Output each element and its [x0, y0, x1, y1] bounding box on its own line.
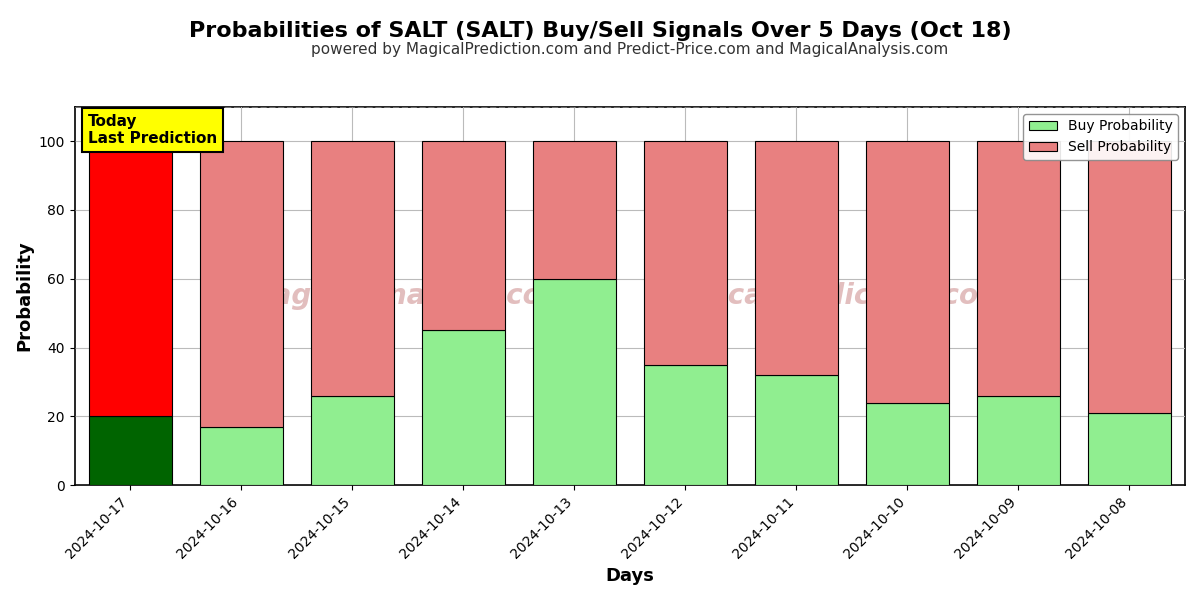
Text: Probabilities of SALT (SALT) Buy/Sell Signals Over 5 Days (Oct 18): Probabilities of SALT (SALT) Buy/Sell Si…: [188, 21, 1012, 41]
Text: MagicalPrediction.com: MagicalPrediction.com: [652, 282, 1007, 310]
Bar: [755, 141, 838, 375]
Bar: [199, 427, 283, 485]
Text: MagicalAnalysis.com: MagicalAnalysis.com: [245, 282, 570, 310]
Bar: [533, 279, 616, 485]
Bar: [865, 141, 949, 403]
Bar: [865, 403, 949, 485]
Y-axis label: Probability: Probability: [16, 241, 34, 352]
Bar: [755, 375, 838, 485]
Bar: [421, 141, 505, 331]
Bar: [533, 141, 616, 279]
Title: powered by MagicalPrediction.com and Predict-Price.com and MagicalAnalysis.com: powered by MagicalPrediction.com and Pre…: [311, 42, 948, 57]
Bar: [421, 331, 505, 485]
X-axis label: Days: Days: [605, 567, 654, 585]
Bar: [977, 396, 1060, 485]
Bar: [89, 416, 172, 485]
Text: Today
Last Prediction: Today Last Prediction: [88, 113, 217, 146]
Bar: [1088, 141, 1171, 413]
Bar: [89, 141, 172, 416]
Bar: [199, 141, 283, 427]
Bar: [977, 141, 1060, 396]
Bar: [311, 396, 394, 485]
Legend: Buy Probability, Sell Probability: Buy Probability, Sell Probability: [1024, 114, 1178, 160]
Bar: [643, 141, 727, 365]
Bar: [1088, 413, 1171, 485]
Bar: [643, 365, 727, 485]
Bar: [311, 141, 394, 396]
